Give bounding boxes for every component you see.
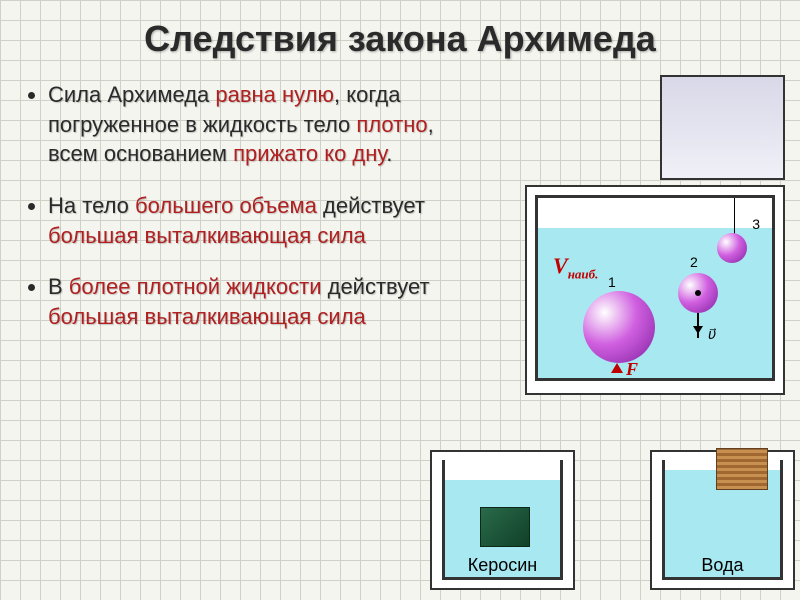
bullet-list: Сила Архимеда равна нулю, когда погружен… — [20, 80, 450, 354]
beaker-kerosene: Керосин — [430, 450, 575, 590]
figure-top-panel — [660, 75, 785, 180]
ball-1-number: 1 — [608, 274, 616, 290]
bullet-item: Сила Архимеда равна нулю, когда погружен… — [48, 80, 450, 169]
ball-2-velocity-arrow — [697, 313, 699, 338]
force-label: F — [626, 359, 638, 380]
bullet-item: В более плотной жидкости действует больш… — [48, 272, 450, 331]
ball-1 — [583, 291, 655, 363]
bullet-item: На тело большего объема действует больша… — [48, 191, 450, 250]
beaker-right-caption: Вода — [652, 555, 793, 576]
ball-3-string — [734, 198, 735, 236]
volume-label: Vнаиб. — [553, 253, 598, 282]
block-floating — [716, 448, 768, 490]
force-arrow-icon — [611, 357, 623, 373]
ball-2-number: 2 — [690, 254, 698, 270]
slide-title: Следствия закона Архимеда — [20, 8, 780, 80]
ball-3 — [717, 233, 747, 263]
figure-main-tank: υ⃗ 1 2 3 Vнаиб. F — [525, 185, 785, 395]
ball-3-number: 3 — [752, 216, 760, 232]
beaker-left-caption: Керосин — [432, 555, 573, 576]
block-sunk — [480, 507, 530, 547]
ball-2-velocity-label: υ⃗ — [708, 326, 716, 343]
beaker-water: Вода — [650, 450, 795, 590]
ball-2-center — [695, 290, 701, 296]
